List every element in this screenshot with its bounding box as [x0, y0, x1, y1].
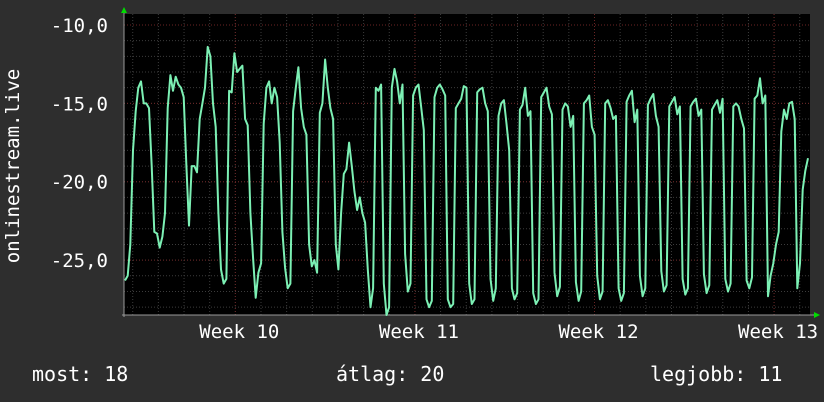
x-tick-label: Week 10 [199, 321, 279, 343]
x-tick-label: Week 11 [379, 321, 459, 343]
best-stat: legjobb: 11 [650, 362, 782, 386]
average-stat: átlag: 20 [336, 362, 444, 386]
average-label: átlag: [336, 362, 409, 386]
y-tick-label: -15,0 [51, 93, 108, 115]
y-tick-label: -10,0 [51, 15, 108, 37]
x-tick-label: Week 12 [558, 321, 638, 343]
y-tick-labels: -10,0 -15,0 -20,0 -25,0 [51, 15, 108, 272]
current-stat: most: 18 [32, 362, 128, 386]
series-line [124, 45, 809, 316]
current-value: 18 [104, 362, 129, 386]
current-label: most: [32, 362, 93, 386]
y-axis-label: onlinestream.live [2, 69, 24, 263]
best-value: 11 [758, 362, 783, 386]
x-tick-labels: Week 10 Week 11 Week 12 Week 13 [199, 321, 818, 343]
y-axis-arrow [121, 7, 127, 13]
y-tick-label: -20,0 [51, 172, 108, 194]
best-label: legjobb: [650, 362, 747, 386]
x-axis-arrow [814, 312, 820, 318]
average-value: 20 [420, 362, 445, 386]
y-tick-label: -25,0 [51, 250, 108, 272]
x-tick-label: Week 13 [738, 321, 818, 343]
